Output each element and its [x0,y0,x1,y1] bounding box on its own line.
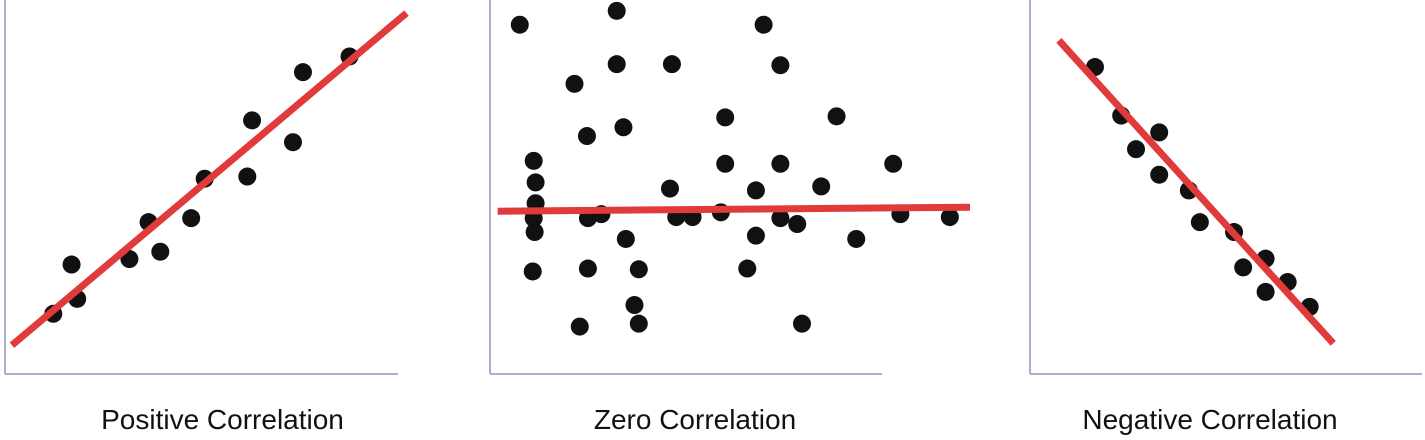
zero-data-point [793,314,811,333]
zero-data-point [510,15,529,34]
zero-data-point [524,151,543,170]
negative-data-point [1234,258,1253,277]
positive-correlation-plot [4,0,409,375]
positive-correlation-caption: Positive Correlation [101,404,344,435]
zero-data-point [570,317,589,336]
zero-data-point [629,314,648,333]
zero-data-point [607,1,626,20]
zero-data-point [746,181,765,200]
positive-data-point [182,209,201,228]
positive-data-point [62,255,81,274]
positive-data-point [151,242,170,261]
negative-data-point [1150,165,1169,184]
zero-data-point [578,259,597,278]
negative-correlation-plot [1029,0,1422,375]
zero-data-point [940,208,959,227]
zero-data-point [716,108,735,127]
zero-data-point [771,56,790,75]
zero-data-point [662,55,681,74]
zero-data-point [827,107,846,126]
zero-correlation-plot [489,0,971,375]
zero-data-point [847,229,866,248]
positive-data-point [283,133,302,152]
zero-data-point [788,215,807,233]
zero-data-point [746,226,765,245]
zero-data-point [565,74,584,93]
zero-data-point [625,296,644,315]
zero-data-point [523,262,542,281]
zero-data-point [577,127,596,146]
negative-fit-line [1056,38,1336,346]
zero-data-point [629,260,648,279]
zero-data-point [884,154,903,173]
negative-data-point [1150,123,1169,142]
zero-data-point [661,179,679,198]
positive-data-point [238,167,257,186]
negative-data-point [1256,282,1275,301]
zero-data-point [716,154,735,173]
zero-correlation-caption: Zero Correlation [593,404,797,435]
zero-data-point [607,55,626,74]
zero-fit-line [497,203,971,215]
positive-fit-line [9,10,409,348]
zero-data-point [616,229,635,248]
zero-data-point [771,209,790,228]
positive-data-point [243,111,262,130]
negative-data-point [1190,213,1209,232]
zero-data-point [812,177,831,196]
zero-data-point [738,259,757,278]
negative-correlation-caption: Negative Correlation [1082,404,1338,435]
zero-data-point [771,154,790,173]
zero-data-point [614,118,633,137]
zero-data-point [525,223,544,242]
positive-data-point [293,63,312,82]
zero-data-point [526,173,545,192]
zero-data-point [754,15,773,34]
negative-data-point [1127,140,1146,159]
